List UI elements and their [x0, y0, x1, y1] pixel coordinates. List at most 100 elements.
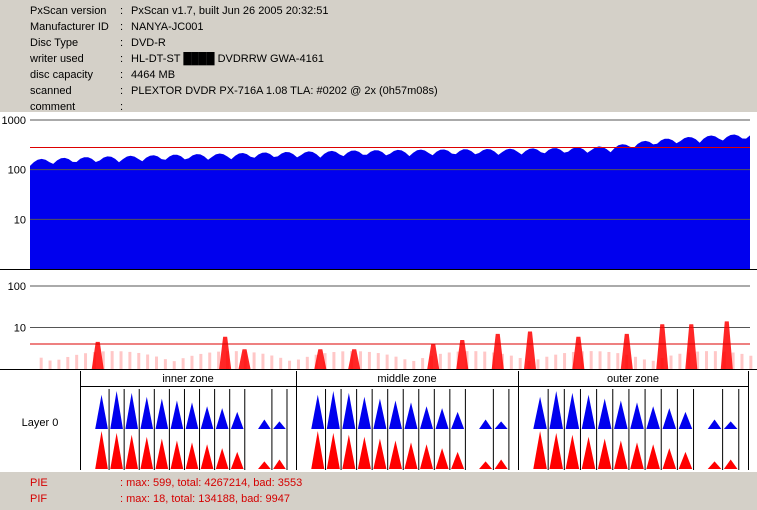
pif-peak — [314, 349, 327, 369]
scan-chart: 1000 100 10 100 10 Layer 0 inner zone middle zo… — [0, 112, 757, 470]
zone-pie-bar — [707, 419, 722, 429]
pif-noise-bar — [332, 352, 336, 369]
pif-noise-bar — [181, 358, 185, 369]
zone-pie-bar — [311, 394, 325, 429]
info-separator: : — [120, 5, 124, 17]
pif-noise-bar — [234, 351, 238, 369]
pif-noise-bar — [172, 361, 176, 369]
pif-noise-bar — [119, 351, 123, 369]
zone-pif-bar — [258, 461, 271, 469]
pif-peak — [656, 324, 669, 369]
zone-pif-bar — [110, 432, 123, 469]
zone-pif-bar — [435, 448, 449, 469]
pif-noise-bar — [483, 351, 487, 369]
pif-noise-bar — [367, 351, 371, 369]
pif-noise-bar — [607, 351, 611, 369]
zone-pie-bar — [565, 392, 580, 429]
pif-peak — [238, 349, 251, 369]
info-value: 4464 MB — [131, 69, 176, 81]
pif-noise-bar — [696, 351, 700, 369]
pie-tick-label: 100 — [8, 165, 26, 177]
info-separator: : — [120, 21, 124, 33]
zone-pif-bar — [373, 438, 387, 469]
pif-noise-bar — [217, 351, 221, 369]
pif-noise-bar — [84, 353, 88, 369]
pif-noise-bar — [731, 352, 735, 369]
zone-pif-bar — [723, 459, 738, 469]
pif-noise-bar — [208, 352, 212, 369]
zone-pie-bar — [597, 398, 612, 429]
zone-pie-bar — [630, 402, 644, 429]
pif-noise-bar — [376, 353, 380, 369]
pif-peak — [427, 344, 440, 369]
zone-pif-bar — [581, 436, 596, 469]
zone-pie-bar — [479, 419, 493, 429]
zone-pif-bar — [311, 431, 325, 469]
pif-noise-bar — [323, 353, 327, 369]
pif-noise-bar — [296, 359, 300, 369]
zone-pif-bar — [678, 451, 693, 469]
info-separator: : — [120, 69, 124, 81]
zone-pie-bar — [678, 411, 693, 429]
info-label: writer used — [30, 53, 84, 65]
pif-peak — [685, 324, 698, 369]
zone-pif-bar — [273, 459, 286, 469]
pif-noise-bar — [163, 359, 167, 369]
pif-noise-bar — [288, 360, 292, 369]
info-label: Manufacturer ID — [30, 21, 109, 33]
zone-pie-bar — [494, 421, 508, 429]
pif-noise-bar — [261, 353, 265, 369]
zone-pif-bar — [707, 461, 722, 469]
zone-pif-bar — [646, 444, 660, 469]
zone-pie-bar — [215, 408, 229, 429]
zone-pie-bar — [185, 402, 199, 429]
zone-pie-bar — [404, 402, 418, 429]
pif-label: PIF — [30, 493, 48, 505]
pif-noise-bar — [403, 359, 407, 369]
pif-noise-bar — [474, 351, 478, 369]
pif-noise-bar — [447, 352, 451, 369]
pif-noise-bar — [66, 356, 70, 369]
pif-noise-bar — [421, 358, 425, 369]
pif-noise-bar — [75, 354, 79, 369]
pif-noise-bar — [101, 351, 105, 369]
zone-pif-bar — [420, 444, 434, 469]
pif-tick-label: 100 — [8, 281, 26, 293]
pif-noise-bar — [279, 357, 283, 369]
zone-pif-bar — [357, 436, 371, 469]
pif-noise-bar — [128, 351, 132, 369]
zone-pif-bar — [388, 440, 402, 469]
layer-label: Layer 0 — [22, 417, 59, 429]
zone-label: outer zone — [607, 373, 659, 385]
pif-noise-bar — [137, 352, 141, 369]
zone-pie-bar — [420, 406, 434, 429]
zone-pie-bar — [342, 392, 356, 429]
zone-pie-bar — [388, 400, 402, 429]
pif-tick-label: 10 — [14, 323, 26, 335]
pif-noise-bar — [438, 353, 442, 369]
pif-noise-bar — [563, 353, 567, 369]
pif-noise-bar — [554, 354, 558, 369]
pif-noise-bar — [678, 353, 682, 369]
pif-peak — [91, 341, 104, 369]
zone-pif-bar — [451, 451, 465, 469]
pif-noise-bar — [305, 356, 309, 369]
zone-pie-bar — [326, 391, 340, 429]
zone-label: middle zone — [377, 373, 436, 385]
info-value: PLEXTOR DVDR PX-716A 1.08 TLA: #0202 @ 2… — [131, 85, 438, 97]
pif-peak — [524, 331, 536, 369]
zone-pif-bar — [614, 440, 628, 469]
zone-pif-bar — [494, 459, 508, 469]
pif-noise-bar — [146, 354, 150, 369]
zone-pie-bar — [125, 392, 139, 429]
zone-pif-bar — [549, 432, 564, 469]
zone-pie-bar — [155, 398, 169, 429]
zone-pif-bar — [125, 434, 139, 469]
pif-noise-bar — [642, 359, 646, 369]
zone-pie-bar — [723, 421, 738, 429]
pif-summary-value: : max: 18, total: 134188, bad: 9947 — [120, 493, 291, 505]
info-label: scanned — [30, 85, 72, 97]
zone-pif-bar — [404, 442, 418, 469]
zone-pie-bar — [357, 396, 371, 429]
info-label: PxScan version — [30, 5, 107, 17]
